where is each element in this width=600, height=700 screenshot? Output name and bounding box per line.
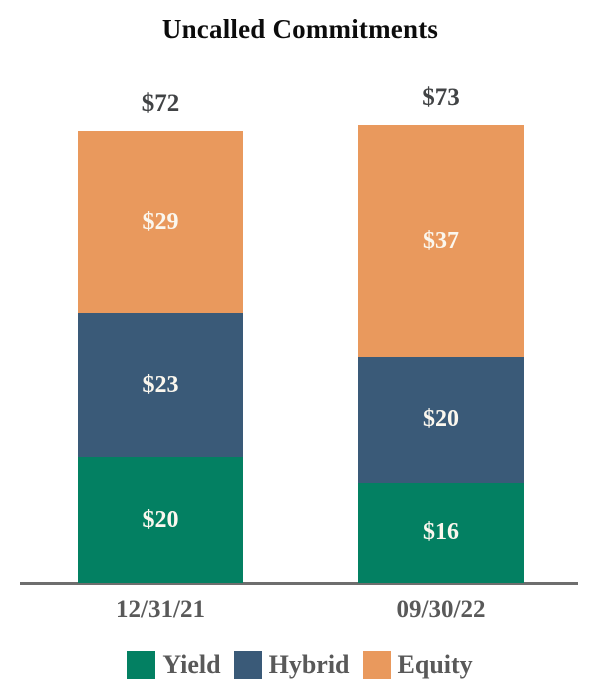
legend-swatch-hybrid: [233, 651, 262, 679]
legend-item-hybrid: Hybrid: [233, 650, 350, 679]
bar-segment-yield: $16: [358, 482, 524, 583]
bar-stack: $37 $20 $16: [358, 125, 524, 583]
legend-item-equity: Equity: [362, 650, 473, 679]
legend: Yield Hybrid Equity: [0, 651, 600, 679]
legend-item-yield: Yield: [127, 650, 221, 679]
bar-group-09/30/22: $73 $37 $20 $16: [358, 0, 524, 583]
bar-segment-hybrid: $20: [358, 357, 524, 483]
segment-value-label: $20: [142, 506, 179, 533]
bar-segment-hybrid: $23: [78, 313, 243, 458]
bar-segment-equity: $29: [78, 131, 243, 314]
bar-stack: $29 $23 $20: [78, 131, 243, 583]
segment-value-label: $23: [142, 371, 179, 398]
chart-title: Uncalled Commitments: [161, 14, 439, 44]
segment-value-label: $37: [423, 227, 459, 254]
x-axis-label: 12/31/21: [116, 596, 205, 623]
segment-value-label: $20: [423, 406, 459, 433]
bar-total-label: $73: [422, 84, 460, 111]
x-axis-line: [20, 582, 578, 585]
bar-segment-equity: $37: [358, 125, 524, 358]
legend-label: Yield: [162, 650, 221, 679]
bar-group-12/31/21: $72 $29 $23 $20: [78, 0, 243, 583]
legend-swatch-equity: [362, 651, 391, 679]
bar-total-label: $72: [141, 90, 180, 117]
bar-segment-yield: $20: [78, 457, 243, 583]
segment-value-label: $29: [142, 208, 179, 235]
legend-swatch-yield: [127, 651, 156, 679]
legend-label: Equity: [397, 650, 473, 679]
segment-value-label: $16: [423, 519, 459, 546]
legend-label: Hybrid: [268, 650, 350, 679]
x-axis-label: 09/30/22: [396, 596, 486, 623]
